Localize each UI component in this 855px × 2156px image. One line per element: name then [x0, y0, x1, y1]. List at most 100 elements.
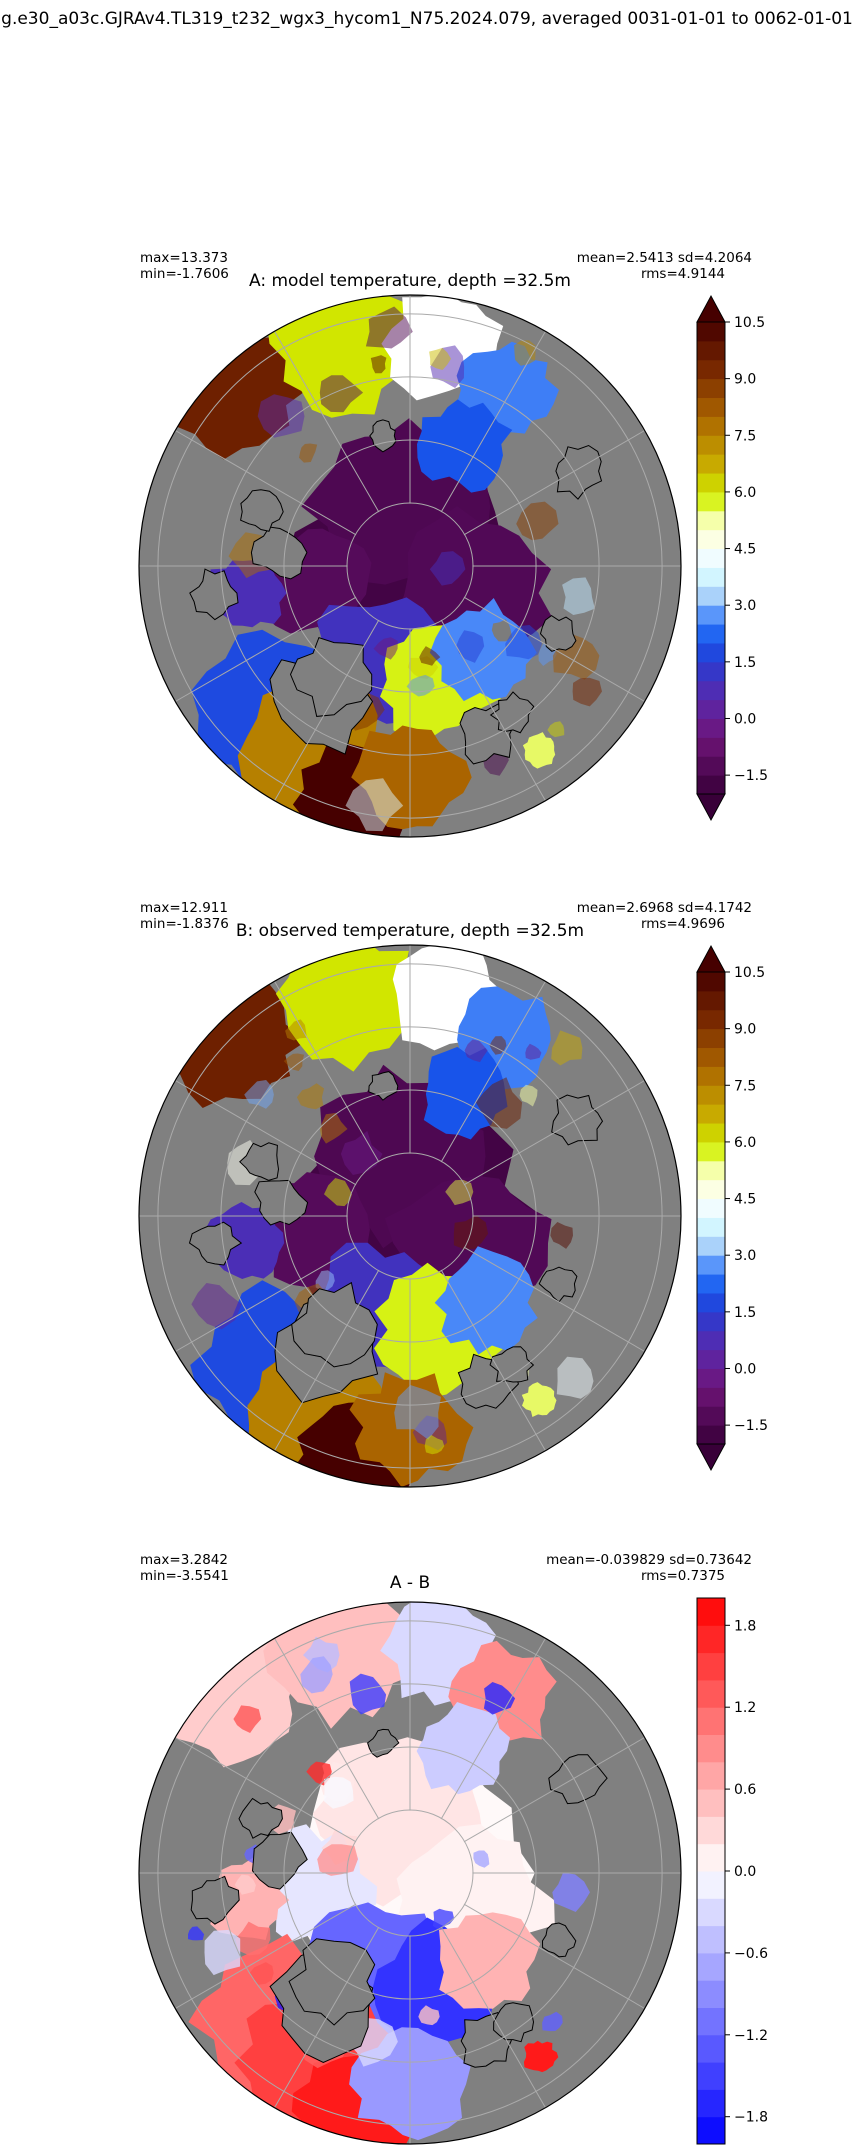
- ocean-patch: [235, 1921, 271, 1956]
- ocean-region-16: [417, 399, 513, 493]
- ocean-region-11: [349, 1372, 474, 1487]
- colorbar-tick-label: 3.0: [734, 598, 756, 614]
- colorbar-segment: [697, 1625, 725, 1654]
- colorbar-tick-label: 4.5: [734, 542, 756, 558]
- colorbar-segment: [697, 718, 725, 738]
- colorbar-segment: [697, 1217, 725, 1237]
- ocean-region-7: [434, 1246, 538, 1355]
- colorbar-tick-label: 6.0: [734, 1135, 756, 1151]
- colorbar-segment: [697, 1679, 725, 1708]
- colorbar-segment: [697, 1871, 725, 1899]
- colorbar-segment: [697, 1368, 725, 1388]
- longitude-gridline: [274, 619, 380, 801]
- longitude-gridline: [274, 1269, 380, 1451]
- colorbar-1: −1.5 0.0 1.5 3.0 4.5 6.0 7.5 9.0 10.5: [696, 294, 768, 822]
- colorbar-extend-max: [696, 294, 726, 323]
- colorbar-tick-label: −1.8: [734, 2110, 768, 2126]
- stat-right-2: rms=4.9696: [641, 916, 725, 932]
- ocean-patch: [317, 1844, 358, 1876]
- colorbar-segment: [697, 397, 725, 417]
- ocean-patch: [283, 1053, 305, 1071]
- ocean-patch: [340, 1130, 383, 1175]
- land-mass-6: [489, 691, 535, 734]
- ocean-patch: [525, 1043, 542, 1060]
- ocean-patch: [519, 1084, 538, 1107]
- colorbar-segment: [697, 491, 725, 512]
- ocean-patch: [419, 646, 441, 666]
- stat-left-1: max=13.373: [140, 250, 228, 266]
- colorbar-segment: [697, 756, 725, 776]
- ocean-patch: [300, 1656, 333, 1694]
- ocean-patch: [418, 2005, 440, 2026]
- longitude-gridline: [175, 1246, 357, 1352]
- colorbar-segment: [697, 642, 725, 663]
- colorbar-extend-max: [696, 944, 726, 973]
- land-mass-10: [548, 1754, 608, 1805]
- colorbar-segment: [697, 661, 725, 682]
- stat-right-1: mean=2.6968 sd=4.1742: [577, 900, 752, 916]
- colorbar-segment: [697, 1236, 725, 1256]
- colorbar-segment: [697, 473, 725, 493]
- ocean-patch: [285, 1019, 307, 1041]
- ocean-patch: [244, 1080, 274, 1109]
- map-panel-1: A: model temperature, depth =32.5m max=13…: [138, 250, 752, 838]
- land-mass-3: [254, 1179, 309, 1226]
- land-mass-4: [239, 1142, 280, 1181]
- colorbar-segment: [697, 624, 725, 644]
- longitude-gridline: [440, 1926, 546, 2108]
- colorbar-segment: [697, 1141, 725, 1162]
- ocean-patch: [323, 1776, 354, 1809]
- colorbar-segment: [697, 1179, 725, 1200]
- longitude-gridline: [463, 596, 645, 702]
- colorbar-segment: [697, 1925, 725, 1954]
- ocean-patch: [429, 347, 451, 370]
- ocean-patch: [345, 778, 404, 832]
- colorbar-segment: [697, 1123, 725, 1143]
- land-mass-7: [190, 1875, 240, 1925]
- ocean-region-18: [523, 2040, 559, 2073]
- ocean-patch: [542, 2011, 563, 2032]
- colorbar-segment: [697, 1980, 725, 2008]
- colorbar-frame: [696, 971, 726, 1445]
- ocean-patch: [315, 1270, 335, 1292]
- colorbar-segment: [697, 1898, 725, 1927]
- map-boundary: [138, 944, 682, 1488]
- longitude-gridline: [463, 1246, 645, 1352]
- ocean-patch: [249, 1962, 274, 1985]
- land-mass-4: [240, 489, 284, 532]
- colorbar-segment: [697, 1085, 725, 1105]
- colorbar-tick-label: −1.5: [734, 768, 768, 784]
- ocean-patch: [303, 1636, 340, 1673]
- ocean-patch: [319, 375, 364, 413]
- colorbar-segment: [697, 1761, 725, 1790]
- colorbar-segment: [697, 1707, 725, 1735]
- colorbar-tick-label: 4.5: [734, 1192, 756, 1208]
- longitude-gridline: [175, 1080, 357, 1186]
- colorbar-segment: [697, 510, 725, 531]
- colorbar-segment: [697, 1274, 725, 1294]
- longitude-gridline: [274, 1638, 380, 1820]
- ocean-patch: [429, 551, 466, 586]
- longitude-gridline: [175, 430, 357, 536]
- stat-left-2: min=-1.7606: [140, 266, 229, 282]
- colorbar-segment: [697, 1652, 725, 1681]
- ocean-patch: [299, 443, 318, 463]
- ocean-region-18: [521, 1382, 557, 1417]
- ocean-patch: [491, 619, 513, 642]
- colorbar-segment: [697, 1952, 725, 1981]
- land-mass-8: [539, 614, 577, 652]
- colorbar-segment: [697, 1255, 725, 1275]
- colorbar-segment: [697, 1292, 725, 1313]
- ocean-patch: [234, 1874, 256, 1895]
- ocean-patch: [432, 1908, 455, 1930]
- colorbar-segment: [697, 529, 725, 550]
- colorbar-segment: [697, 1425, 725, 1445]
- colorbar-tick-label: 0.0: [734, 1864, 756, 1880]
- ocean-patch: [505, 625, 542, 660]
- longitude-gridline: [274, 981, 380, 1163]
- colorbar-segment: [697, 416, 725, 436]
- longitude-gridline: [463, 1903, 645, 2009]
- ocean-patch: [551, 1030, 583, 1066]
